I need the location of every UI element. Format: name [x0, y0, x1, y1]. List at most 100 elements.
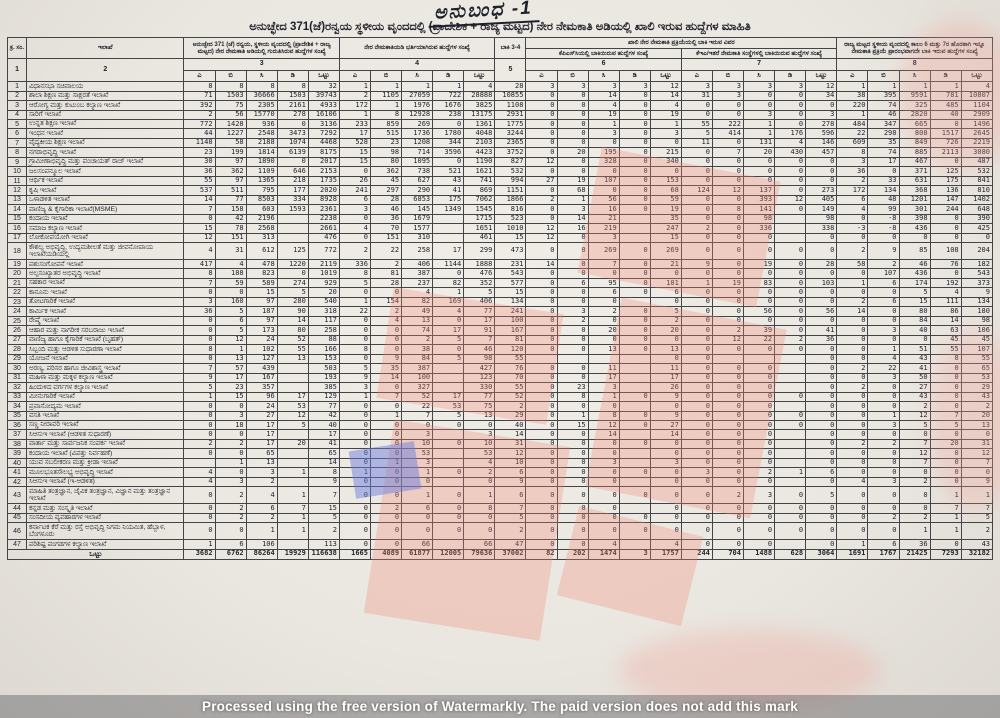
kea-pending-cell: 0 — [680, 438, 713, 450]
filled-posts-cell: 1976 — [401, 100, 434, 111]
identified-posts-cell: 385 — [307, 382, 340, 393]
not-started-cell: 1496 — [960, 118, 994, 130]
balance-cell: 543 — [494, 268, 527, 279]
not-started-cell: 885 — [898, 147, 931, 158]
not-started-cell: 13 — [960, 419, 994, 431]
kea-pending-cell: 5 — [805, 486, 838, 505]
kea-pending-cell: 0 — [742, 522, 776, 541]
kpsc-pending-cell: 0 — [587, 296, 620, 308]
filled-posts-total: 12005 — [432, 548, 465, 560]
kpsc-pending-cell: 3 — [525, 81, 558, 92]
identified-posts-cell — [276, 382, 309, 393]
table-row: 47 ಪರಿಶಿಷ್ಟ ಪಂಗಡಗಳ ಕಲ್ಯಾಣ ಇಲಾಖೆ 1 6 106 113 0 0… — [6, 539, 994, 550]
balance-cell: 52 — [494, 391, 527, 403]
row-number: 41 — [6, 467, 28, 478]
identified-posts-cell: 166 — [307, 344, 340, 355]
kpsc-pending-cell: 17 — [649, 372, 682, 384]
not-started-cell: 347 — [867, 118, 900, 130]
kpsc-pending-cell: 14 — [525, 258, 558, 270]
identified-posts-cell: 17 — [276, 391, 309, 403]
kea-pending-cell: 0 — [742, 242, 776, 260]
table-row: 10 ಜಲಸಂಪನ್ಮೂಲ ಇಲಾಖೆ 36 362 1109 646 2153 0 362 73… — [6, 166, 994, 177]
identified-posts-cell — [276, 539, 309, 550]
kea-pending-cell: 0 — [742, 448, 776, 459]
table-row: 13 ಒಳಾಡಳಿತ ಇಲಾಖೆ 14 77 8503 334 8928 6 28 6853 175… — [6, 194, 994, 206]
not-started-cell: 808 — [898, 128, 931, 139]
kpsc-pending-cell: 0 — [587, 522, 620, 541]
kpsc-pending-cell: 153 — [649, 175, 682, 187]
not-started-total: 21425 — [898, 548, 931, 560]
kea-pending-cell: 273 — [805, 185, 838, 196]
kpsc-pending-cell: 0 — [525, 522, 558, 541]
identified-posts-cell: 42 — [214, 213, 247, 225]
not-started-cell: 40 — [929, 109, 962, 120]
kea-pending-cell: 0 — [742, 363, 776, 374]
not-started-cell: 0 — [836, 503, 869, 514]
not-started-cell: 1 — [836, 277, 869, 289]
header-col6-kpsc-pending: ಕೆಪಿಎಸ್‌ಸಿಯಲ್ಲಿ ಬಾಕಿಯಿರುವ ಹುದ್ದೆಗಳ ಸಂಖ್ಯ… — [525, 47, 682, 60]
identified-posts-cell: 97 — [245, 315, 278, 327]
kpsc-pending-cell: 3 — [556, 204, 589, 215]
not-started-cell: 1104 — [960, 100, 994, 111]
identified-posts-cell: 52 — [276, 334, 309, 346]
department-name: ನಗರಾಭಿವೃದ್ಧಿ ಇಲಾಖೆ — [26, 147, 185, 158]
identified-posts-cell: 8 — [183, 81, 216, 92]
kea-pending-cell: 0 — [774, 325, 807, 336]
filled-posts-cell: 0 — [432, 512, 465, 524]
not-started-cell: 2645 — [960, 128, 994, 139]
identified-posts-cell: 0 — [183, 503, 216, 514]
kea-pending-cell: 0 — [805, 175, 838, 187]
filled-posts-cell: 1361 — [463, 118, 496, 130]
kea-pending-cell: 2 — [711, 486, 744, 505]
kpsc-pending-cell: 0 — [587, 512, 620, 524]
not-started-cell: 136 — [929, 185, 962, 196]
filled-posts-cell: 35 — [369, 363, 403, 374]
kea-pending-cell: 0 — [711, 401, 744, 412]
not-started-cell: 1 — [898, 81, 931, 92]
identified-posts-cell: 80 — [276, 325, 309, 336]
not-started-cell: 86 — [929, 306, 962, 317]
not-started-cell: 1 — [836, 539, 869, 550]
filled-posts-cell: 82 — [432, 277, 465, 289]
filled-posts-cell: 4423 — [463, 147, 496, 158]
not-started-cell: 6 — [867, 296, 900, 308]
kpsc-pending-cell: 0 — [618, 277, 651, 289]
header-col7-kea-pending: ಕೆಇಎ/ಇತರೆ ನೇಮಕಾತಿ ಸಂಸ್ಥೆಗಳಲ್ಲಿ ಬಾಕಿಯಿರುವ… — [680, 47, 838, 60]
filled-posts-cell: 1 — [463, 486, 496, 505]
not-started-cell: 0 — [929, 448, 962, 459]
identified-posts-cell: 15 — [183, 223, 216, 234]
identified-posts-cell: 511 — [214, 185, 247, 196]
not-started-cell: 0 — [867, 457, 900, 469]
identified-posts-cell: 13 — [245, 457, 278, 469]
table-row: 4 ಸಾರಿಗೆ ಇಲಾಖೆ 2 56 15770 278 16106 1 8 12928 238 1… — [6, 109, 994, 120]
identified-posts-cell: 1503 — [276, 90, 309, 102]
kea-pending-cell: 0 — [680, 429, 713, 440]
identified-posts-cell: 2661 — [307, 223, 340, 234]
filled-posts-cell: 2 — [401, 334, 434, 346]
not-started-cell: 51 — [898, 344, 931, 355]
kpsc-pending-cell: 0 — [587, 166, 620, 177]
filled-posts-cell: 406 — [463, 296, 496, 308]
filled-posts-cell: 175 — [432, 194, 465, 206]
not-started-cell: 485 — [929, 100, 962, 111]
identified-posts-cell: 39743 — [307, 90, 340, 102]
kea-pending-cell: 457 — [805, 147, 838, 158]
kea-pending-cell: 0 — [711, 137, 744, 149]
kea-pending-cell: 8 — [711, 204, 744, 215]
sub-column-letter: ಒಟ್ಟು — [649, 69, 682, 83]
identified-posts-cell: 55 — [276, 344, 309, 355]
not-started-cell: -3 — [836, 223, 869, 234]
balance-cell: 1775 — [494, 118, 527, 130]
filled-posts-cell: 0 — [338, 401, 371, 412]
kea-pending-cell — [742, 353, 776, 365]
row-number: 6 — [6, 128, 28, 139]
table-row: 3 ಆರೋಗ್ಯ ಮತ್ತು ಕುಟುಂಬ ಕಲ್ಯಾಣ ಇಲಾಖೆ 392 75 23… — [6, 100, 994, 111]
kea-pending-total: 704 — [711, 548, 744, 560]
not-started-cell: 487 — [960, 156, 994, 168]
identified-posts-cell: 12 — [276, 410, 309, 421]
not-started-cell: 74 — [867, 100, 900, 111]
kpsc-pending-cell: 219 — [587, 223, 620, 234]
table-row: 38 ವಾರ್ತಾ ಮತ್ತು ಸಾರ್ವಜನಿಕ ಸಂಪರ್ಕ ಇಲಾಖೆ 2 2 1… — [6, 438, 994, 450]
header-department: ಇಲಾಖೆ — [26, 36, 185, 60]
not-started-cell: 3 — [867, 476, 900, 488]
